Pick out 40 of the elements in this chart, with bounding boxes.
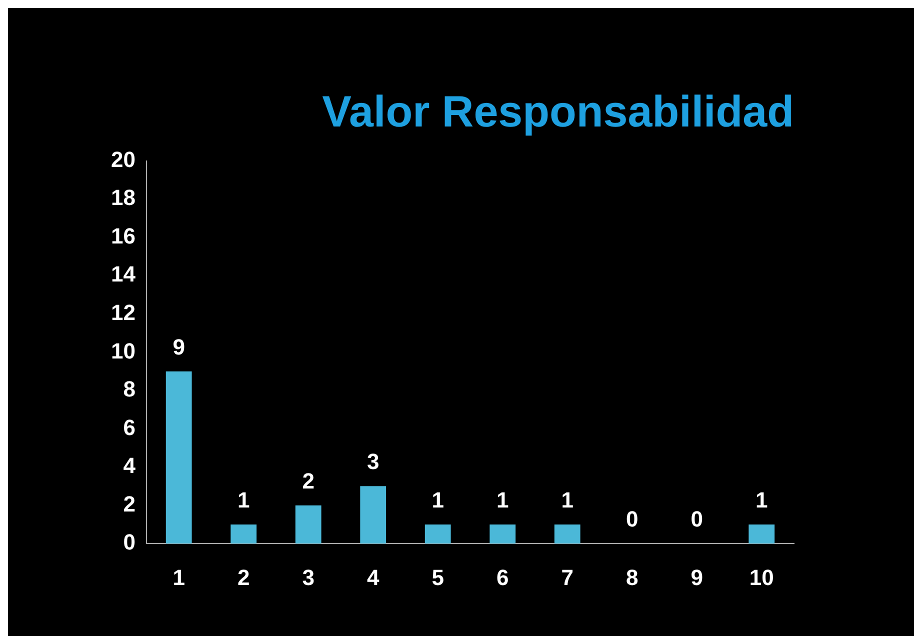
data-label: 1 bbox=[496, 488, 509, 513]
y-tick-label: 0 bbox=[123, 530, 136, 555]
y-tick-label: 14 bbox=[110, 262, 136, 287]
y-tick-label: 10 bbox=[110, 338, 136, 364]
y-tick-label: 2 bbox=[123, 491, 136, 516]
data-label: 1 bbox=[432, 488, 444, 513]
bar bbox=[360, 486, 386, 544]
data-label: 0 bbox=[690, 506, 703, 532]
bar bbox=[424, 524, 451, 544]
data-label: 1 bbox=[756, 488, 768, 513]
data-label: 1 bbox=[237, 488, 250, 513]
x-tick-label: 9 bbox=[690, 564, 703, 590]
y-tick-label: 4 bbox=[123, 453, 136, 478]
y-tick-label: 6 bbox=[123, 414, 136, 440]
data-label: 9 bbox=[172, 334, 185, 360]
x-tick-label: 3 bbox=[302, 564, 314, 590]
x-tick-label: 4 bbox=[366, 564, 380, 590]
bar bbox=[748, 524, 775, 544]
bar bbox=[490, 524, 516, 544]
data-label: 1 bbox=[561, 488, 574, 513]
chart-title: Valor Responsabilidad bbox=[322, 88, 794, 137]
x-tick-label: 5 bbox=[432, 564, 444, 590]
x-tick-label: 10 bbox=[749, 564, 774, 590]
y-tick-label: 18 bbox=[110, 185, 136, 210]
y-tick-label: 12 bbox=[110, 300, 136, 325]
y-tick-label: 8 bbox=[123, 376, 136, 402]
data-label: 3 bbox=[366, 449, 380, 474]
x-tick-label: 8 bbox=[626, 564, 638, 590]
bar bbox=[230, 524, 257, 544]
bar bbox=[295, 505, 322, 544]
x-tick-label: 1 bbox=[172, 564, 185, 590]
data-label: 2 bbox=[302, 468, 314, 494]
y-tick-label: 20 bbox=[110, 146, 136, 172]
x-tick-label: 7 bbox=[561, 564, 574, 590]
x-tick-label: 2 bbox=[237, 564, 250, 590]
data-label: 0 bbox=[626, 506, 638, 532]
bar bbox=[166, 371, 192, 544]
y-tick-label: 16 bbox=[110, 223, 136, 248]
x-tick-label: 6 bbox=[496, 564, 509, 590]
bar bbox=[554, 524, 580, 544]
